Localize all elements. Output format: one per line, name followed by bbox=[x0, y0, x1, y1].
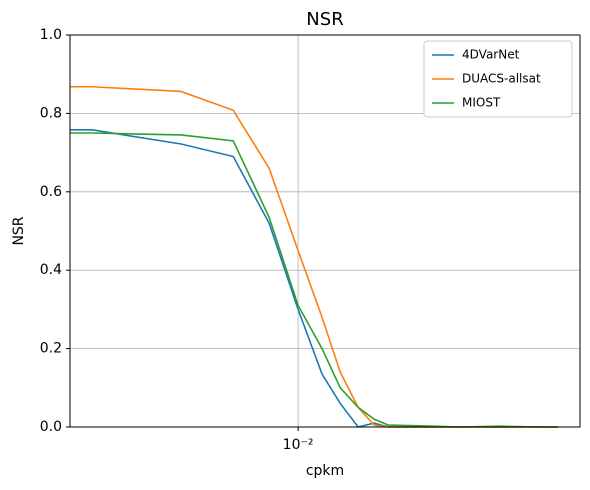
chart-title: NSR bbox=[306, 9, 343, 30]
legend-box bbox=[423, 40, 573, 118]
y-tick-label: 1.0 bbox=[40, 27, 62, 43]
x-axis-label: cpkm bbox=[306, 463, 344, 479]
series-line bbox=[70, 129, 558, 428]
x-tick-label: 10⁻² bbox=[283, 437, 314, 453]
y-tick-label: 0.6 bbox=[40, 184, 62, 200]
y-tick-label: 0.0 bbox=[40, 419, 62, 435]
legend: 4DVarNet DUACS-allsat MIOST bbox=[423, 40, 573, 118]
legend-label: 4DVarNet bbox=[462, 48, 520, 62]
legend-label: DUACS-allsat bbox=[462, 72, 541, 86]
y-axis-label: NSR bbox=[11, 216, 27, 245]
legend-label: MIOST bbox=[462, 96, 501, 110]
y-tick-label: 0.8 bbox=[40, 105, 62, 121]
y-tick-label: 0.4 bbox=[40, 262, 62, 278]
plot-frame bbox=[69, 34, 581, 428]
series-line bbox=[70, 132, 558, 428]
y-tick-label: 0.2 bbox=[40, 341, 62, 357]
